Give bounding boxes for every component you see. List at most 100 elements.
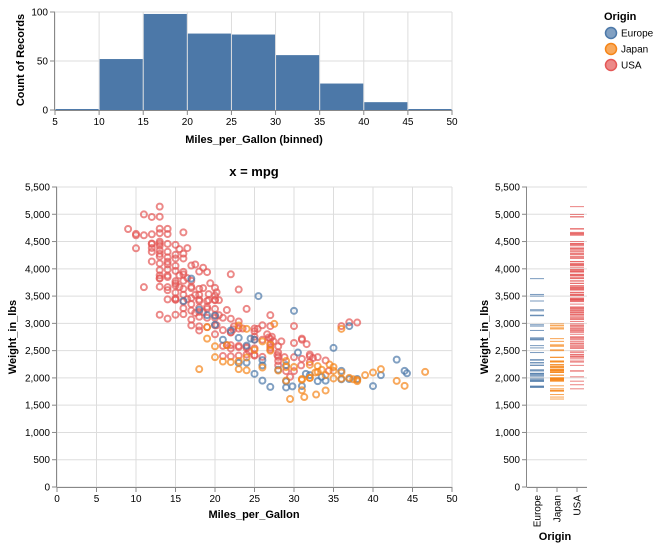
scatter-point-usa — [297, 354, 306, 363]
scatter-y-tick-label: 1,500 — [25, 401, 50, 412]
scatter-point-europe — [258, 356, 267, 365]
scatter-point-usa — [218, 326, 227, 335]
hist-xlabel: Miles_per_Gallon (binned) — [185, 134, 323, 146]
scatter-point-europe — [226, 326, 235, 335]
scatter-point-usa — [139, 210, 148, 219]
strip-y-tick-label: 1,500 — [495, 401, 520, 412]
scatter-point-japan — [321, 371, 330, 380]
hist-bar — [143, 13, 187, 111]
scatter-point-europe — [203, 311, 212, 320]
scatter-point-usa — [258, 352, 267, 361]
scatter-point-usa — [171, 250, 180, 259]
hist-y-tick-label: 50 — [37, 57, 49, 68]
legend-label-usa: USA — [621, 61, 642, 72]
scatter-point-usa — [234, 324, 243, 333]
scatter-point-usa — [313, 353, 322, 362]
scatter-point-usa — [195, 297, 204, 305]
scatter-point-europe — [301, 369, 310, 378]
scatter-point-japan — [329, 363, 338, 371]
scatter-point-usa — [179, 254, 188, 263]
scatter-point-europe — [313, 377, 322, 386]
scatter-point-japan — [337, 374, 346, 383]
hist-bar — [231, 34, 276, 110]
scatter-point-japan — [312, 390, 321, 399]
scatter-point-usa — [175, 245, 184, 254]
scatter-point-japan — [305, 360, 314, 369]
scatter-point-europe — [266, 382, 275, 391]
scatter-point-usa — [226, 341, 235, 350]
scatter-point-usa — [155, 212, 164, 221]
scatter-point-usa — [147, 230, 156, 239]
hist-y-tick-label: 100 — [31, 8, 48, 19]
scatter-point-japan — [211, 353, 219, 362]
scatter-point-usa — [147, 212, 156, 221]
scatter-y-tick-label: 2,500 — [25, 346, 50, 357]
scatter-point-europe — [187, 274, 196, 283]
scatter-point-japan — [258, 337, 267, 346]
scatter-point-usa — [211, 296, 219, 305]
scatter-point-usa — [179, 310, 188, 319]
hist-bar — [364, 102, 408, 110]
scatter-point-usa — [163, 273, 172, 281]
strip-xlabel: Origin — [539, 531, 572, 543]
scatter-xlabel: Miles_per_Gallon — [208, 509, 299, 521]
scatter-point-usa — [290, 322, 298, 331]
scatter-point-usa — [163, 230, 172, 239]
scatter-point-europe — [293, 348, 302, 357]
strip-x-tick-label: Japan — [553, 495, 564, 522]
scatter-point-usa — [132, 229, 140, 238]
scatter-point-japan — [290, 363, 298, 371]
scatter-point-japan — [274, 366, 283, 375]
scatter-point-usa — [308, 354, 317, 362]
scatter-point-usa — [139, 231, 148, 240]
scatter-point-usa — [302, 340, 311, 349]
scatter-point-usa — [195, 322, 204, 331]
scatter-point-japan — [329, 374, 338, 383]
hist-bar — [99, 59, 143, 110]
scatter-point-usa — [147, 257, 156, 266]
legend-label-europe: Europe — [621, 29, 654, 40]
scatter-point-europe — [250, 369, 259, 378]
scatter-x-tick-label: 50 — [446, 494, 458, 505]
scatter-point-usa — [250, 324, 259, 333]
scatter-point-japan — [226, 358, 235, 367]
scatter-point-usa — [187, 300, 196, 309]
scatter-panel: x = mpg Weight_in_lbs Miles_per_Gallon 0… — [7, 164, 458, 521]
scatter-title: x = mpg — [229, 164, 279, 179]
legend-swatch-japan — [604, 42, 618, 56]
strip-y-tick-label: 0 — [514, 483, 520, 494]
scatter-x-tick-label: 25 — [249, 494, 261, 505]
scatter-point-japan — [392, 376, 401, 385]
hist-x-tick-label: 15 — [138, 117, 150, 128]
scatter-point-europe — [329, 343, 338, 352]
scatter-point-usa — [218, 313, 227, 322]
scatter-point-japan — [211, 342, 219, 351]
scatter-point-usa — [155, 249, 164, 258]
strip-x-tick-label: Europe — [533, 495, 544, 528]
scatter-point-japan — [222, 341, 231, 350]
strip-ylabel: Weight_in_lbs — [479, 300, 491, 374]
scatter-point-japan — [270, 319, 279, 328]
scatter-point-usa — [222, 306, 231, 314]
scatter-point-japan — [305, 373, 314, 382]
scatter-point-usa — [206, 279, 215, 288]
scatter-x-tick-label: 10 — [130, 494, 142, 505]
scatter-point-usa — [226, 314, 235, 323]
legend-swatch-europe — [604, 26, 618, 40]
scatter-y-tick-label: 4,000 — [25, 264, 50, 275]
scatter-point-usa — [155, 259, 164, 268]
scatter-x-tick-label: 30 — [288, 494, 300, 505]
scatter-point-europe — [392, 355, 401, 364]
strip-y-tick-label: 5,500 — [495, 183, 520, 194]
scatter-point-usa — [155, 224, 164, 233]
scatter-point-usa — [297, 335, 306, 344]
scatter-point-japan — [234, 321, 243, 330]
scatter-point-europe — [211, 311, 219, 320]
histogram-panel: Count of Records Miles_per_Gallon (binne… — [15, 8, 458, 147]
strip-y-tick-label: 3,500 — [495, 292, 520, 303]
scatter-point-japan — [258, 363, 267, 372]
scatter-point-japan — [297, 375, 306, 383]
scatter-point-usa — [171, 310, 180, 319]
scatter-point-usa — [171, 281, 180, 290]
scatter-point-usa — [234, 285, 243, 294]
